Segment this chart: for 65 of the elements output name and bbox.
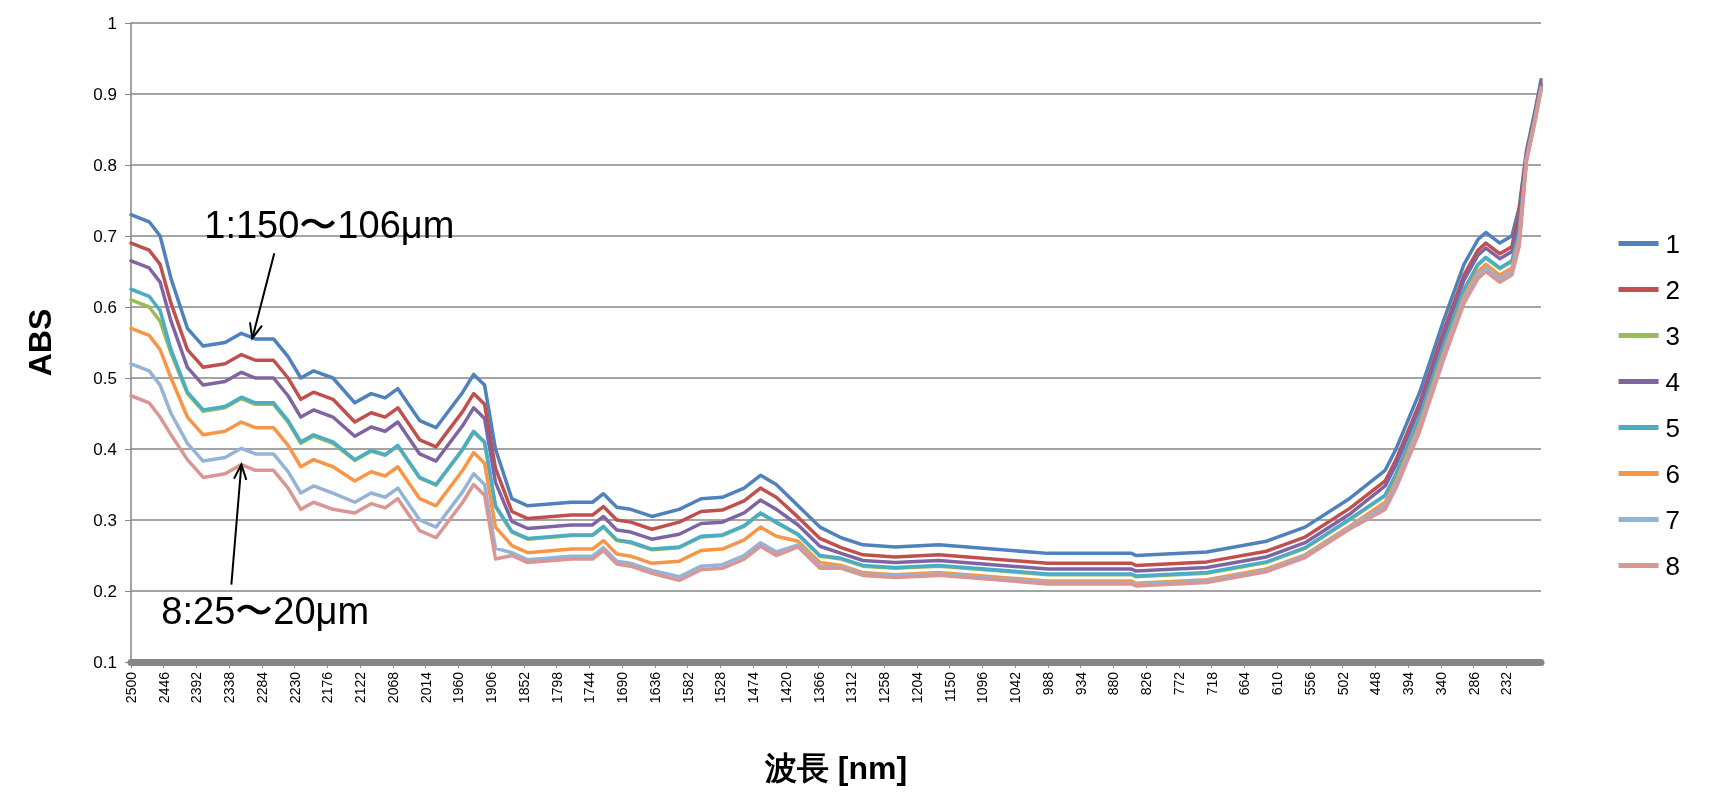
- legend-label: 5: [1665, 412, 1681, 443]
- x-tick-label: 2176: [319, 671, 336, 704]
- x-tick-label: 1690: [614, 671, 631, 704]
- x-tick-label: 934: [1072, 671, 1089, 696]
- x-tick-label: 1636: [646, 671, 663, 704]
- x-tick-label: 2284: [253, 671, 270, 704]
- y-tick-label: 0.7: [93, 226, 117, 246]
- y-tick-label: 0.8: [93, 155, 117, 175]
- legend-label: 7: [1665, 504, 1681, 535]
- x-tick-label: 1258: [876, 671, 893, 704]
- x-tick-label: 718: [1203, 671, 1220, 696]
- x-tick-label: 1528: [712, 671, 729, 704]
- x-tick-label: 1366: [810, 671, 827, 704]
- legend-label: 1: [1665, 228, 1681, 259]
- x-tick-label: 2500: [123, 671, 139, 704]
- x-tick-label: 1960: [450, 671, 467, 704]
- x-axis-title: 波長 [nm]: [763, 750, 908, 786]
- legend-label: 2: [1665, 274, 1681, 305]
- annotation: 1:150〜106μm: [204, 203, 455, 248]
- x-tick-label: 1582: [679, 671, 696, 704]
- x-tick-label: 1150: [941, 671, 958, 703]
- y-tick-label: 0.3: [93, 510, 117, 530]
- x-tick-label: 988: [1039, 671, 1056, 696]
- legend-label: 6: [1665, 458, 1681, 489]
- y-tick-label: 0.6: [93, 297, 117, 317]
- x-tick-label: 1420: [777, 671, 794, 704]
- y-tick-label: 0.5: [93, 368, 117, 388]
- x-tick-label: 1906: [483, 671, 500, 704]
- x-tick-label: 772: [1170, 671, 1187, 696]
- y-tick-label: 0.9: [93, 84, 117, 104]
- x-tick-label: 2230: [286, 671, 303, 704]
- y-tick-label: 0.1: [93, 652, 117, 672]
- x-tick-label: 664: [1236, 671, 1253, 696]
- y-tick-label: 0.2: [93, 581, 117, 601]
- x-tick-label: 2338: [221, 671, 238, 704]
- y-tick-label: 1: [107, 13, 117, 33]
- x-tick-label: 1204: [908, 671, 925, 704]
- x-tick-label: 2014: [417, 671, 434, 704]
- x-tick-label: 2122: [352, 671, 369, 704]
- x-tick-label: 1096: [974, 671, 991, 704]
- x-tick-label: 286: [1465, 671, 1482, 696]
- x-tick-label: 448: [1367, 671, 1384, 696]
- legend-label: 4: [1665, 366, 1681, 397]
- x-tick-label: 880: [1105, 671, 1122, 696]
- x-tick-label: 610: [1269, 671, 1286, 696]
- annotation: 8:25〜20μm: [161, 588, 370, 633]
- x-tick-label: 1852: [515, 671, 532, 704]
- legend-label: 8: [1665, 550, 1681, 581]
- x-tick-label: 232: [1498, 671, 1515, 696]
- x-tick-label: 2446: [155, 671, 172, 704]
- x-tick-label: 2392: [188, 671, 205, 704]
- x-tick-label: 2068: [384, 671, 401, 704]
- x-tick-label: 1798: [548, 671, 565, 704]
- y-axis-title: ABS: [22, 308, 58, 377]
- x-tick-label: 502: [1334, 671, 1351, 696]
- x-tick-label: 1744: [581, 671, 598, 704]
- x-tick-label: 340: [1432, 671, 1449, 696]
- x-tick-label: 1312: [843, 671, 860, 704]
- legend-label: 3: [1665, 320, 1681, 351]
- x-tick-label: 1042: [1007, 671, 1024, 704]
- x-tick-label: 826: [1138, 671, 1155, 696]
- x-tick-label: 394: [1400, 671, 1417, 696]
- x-tick-label: 1474: [745, 671, 762, 704]
- y-tick-label: 0.4: [93, 439, 117, 459]
- x-tick-label: 556: [1301, 671, 1318, 696]
